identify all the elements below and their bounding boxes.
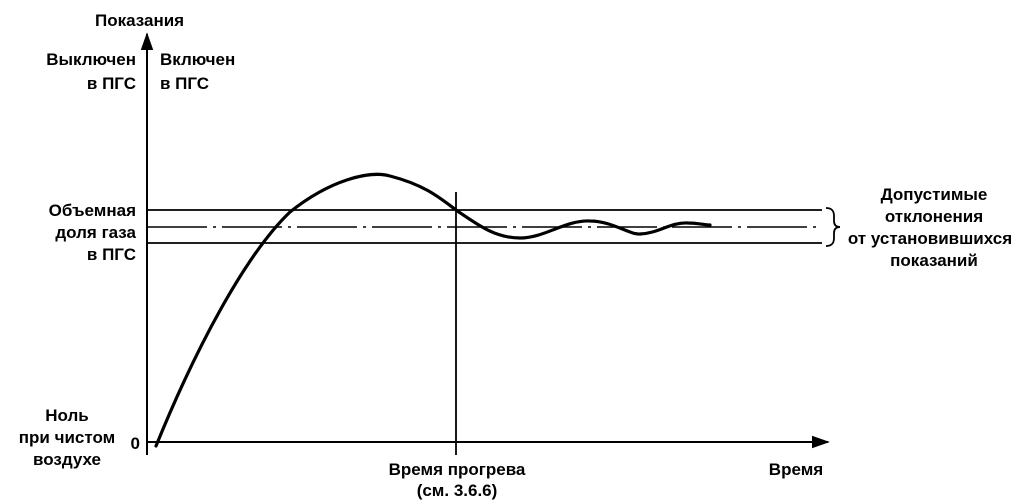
gas-on-label-line2: в ПГС — [160, 74, 209, 93]
x-axis-title: Время — [769, 460, 823, 479]
tolerance-label-line3: от установившихся — [848, 229, 1012, 248]
warmup-label-line2: (см. 3.6.6) — [417, 481, 498, 500]
zero-label-line1: Ноль — [45, 406, 89, 425]
gas-fraction-label-line1: Объемная — [49, 201, 136, 220]
zero-tick-label: 0 — [131, 434, 140, 453]
response-curve — [154, 172, 712, 448]
tolerance-label-line1: Допустимые — [881, 185, 988, 204]
gas-off-label-line1: Выключен — [46, 50, 136, 69]
tolerance-brace — [825, 207, 841, 247]
zero-label-line2: при чистом — [19, 428, 115, 447]
tolerance-label-line2: отклонения — [885, 207, 983, 226]
y-axis-title: Показания — [95, 11, 184, 30]
gas-fraction-label-line2: доля газа — [55, 223, 136, 242]
gas-off-label-line2: в ПГС — [87, 74, 136, 93]
warmup-label-line1: Время прогрева — [389, 460, 526, 479]
zero-label-line3: воздухе — [33, 450, 101, 469]
tolerance-label-line4: показаний — [890, 251, 978, 270]
gas-on-label-line1: Включен — [160, 50, 235, 69]
gas-fraction-label-line3: в ПГС — [87, 245, 136, 264]
